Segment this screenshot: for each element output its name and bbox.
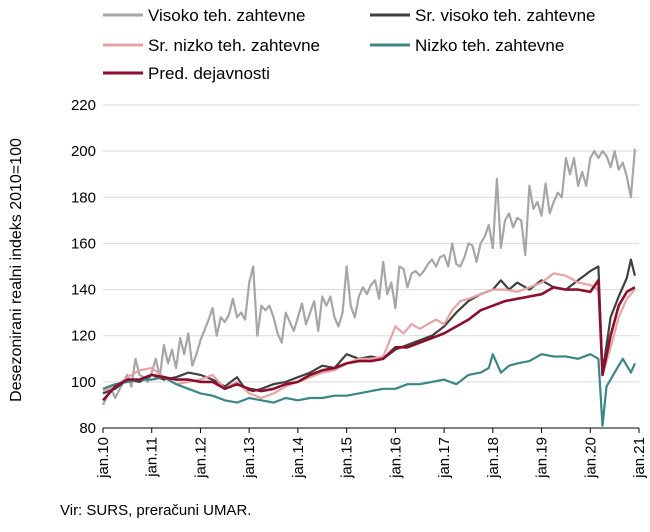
legend: Visoko teh. zahtevne Sr. visoko teh. zaht… (103, 6, 596, 83)
series-line-5 (102, 279, 636, 402)
y-tick-label: 120 (71, 328, 96, 345)
legend-label: Sr. visoko teh. zahtevne (415, 6, 596, 25)
x-tick-label: jan.18 (485, 437, 502, 479)
legend-label: Visoko teh. zahtevne (148, 6, 306, 25)
series-line-2 (102, 258, 636, 395)
y-tick-label: 220 (71, 97, 96, 114)
x-tick-label: jan.16 (387, 437, 404, 479)
legend-label: Sr. nizko teh. zahtevne (148, 36, 320, 55)
x-tick-label: jan.19 (534, 437, 551, 479)
x-tick-label: jan.17 (436, 437, 453, 479)
series-lines (102, 148, 636, 427)
y-tick-label: 140 (71, 282, 96, 299)
series-line-1 (102, 148, 636, 406)
legend-label: Nizko teh. zahtevne (415, 36, 564, 55)
y-tick-label: 80 (79, 420, 96, 437)
series-line-3 (102, 272, 636, 400)
x-tick-label: jan.21 (631, 437, 648, 479)
y-axis-title: Desezonirani realni indeks 2010=100 (8, 138, 25, 402)
x-tick-label: jan.14 (290, 437, 307, 479)
x-tick-label: jan.20 (582, 437, 599, 479)
x-tick-label: jan.13 (241, 437, 258, 479)
legend-label: Pred. dejavnosti (148, 64, 270, 83)
x-tick-label: jan.12 (192, 437, 209, 479)
axes (102, 427, 640, 433)
x-tick-label: jan.10 (95, 437, 112, 479)
x-tick-label: jan.11 (144, 437, 161, 478)
grid (103, 104, 639, 383)
series-line-4 (102, 353, 636, 427)
y-tick-label: 160 (71, 235, 96, 252)
y-tick-labels: 80 100 120 140 160 180 200 220 (71, 97, 96, 437)
x-tick-label: jan.15 (339, 437, 356, 479)
x-tick-labels: jan.10 jan.11 jan.12 jan.13 jan.14 jan.15 jan.… (95, 437, 648, 479)
y-tick-label: 100 (71, 374, 96, 391)
y-tick-label: 180 (71, 189, 96, 206)
source-note: Vir: SURS, preračuni UMAR. (60, 502, 252, 519)
y-tick-label: 200 (71, 143, 96, 160)
